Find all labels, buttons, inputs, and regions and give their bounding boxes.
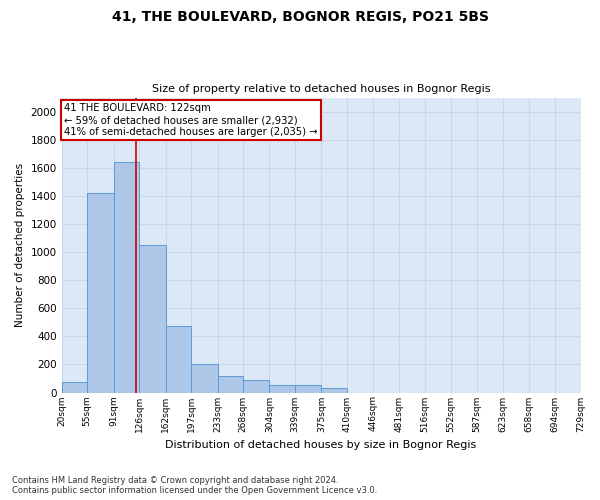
Bar xyxy=(113,162,139,392)
Bar xyxy=(87,193,113,392)
Bar xyxy=(322,388,347,392)
Bar xyxy=(295,386,322,392)
Text: 41, THE BOULEVARD, BOGNOR REGIS, PO21 5BS: 41, THE BOULEVARD, BOGNOR REGIS, PO21 5B… xyxy=(112,10,488,24)
Text: Contains HM Land Registry data © Crown copyright and database right 2024.
Contai: Contains HM Land Registry data © Crown c… xyxy=(12,476,377,495)
Bar xyxy=(191,364,218,392)
Bar xyxy=(62,382,87,392)
Bar xyxy=(243,380,269,392)
Bar xyxy=(269,385,295,392)
Bar xyxy=(218,376,243,392)
Title: Size of property relative to detached houses in Bognor Regis: Size of property relative to detached ho… xyxy=(152,84,490,94)
Y-axis label: Number of detached properties: Number of detached properties xyxy=(15,163,25,327)
Text: 41 THE BOULEVARD: 122sqm
← 59% of detached houses are smaller (2,932)
41% of sem: 41 THE BOULEVARD: 122sqm ← 59% of detach… xyxy=(64,104,318,136)
X-axis label: Distribution of detached houses by size in Bognor Regis: Distribution of detached houses by size … xyxy=(166,440,477,450)
Bar xyxy=(139,245,166,392)
Bar xyxy=(166,326,191,392)
